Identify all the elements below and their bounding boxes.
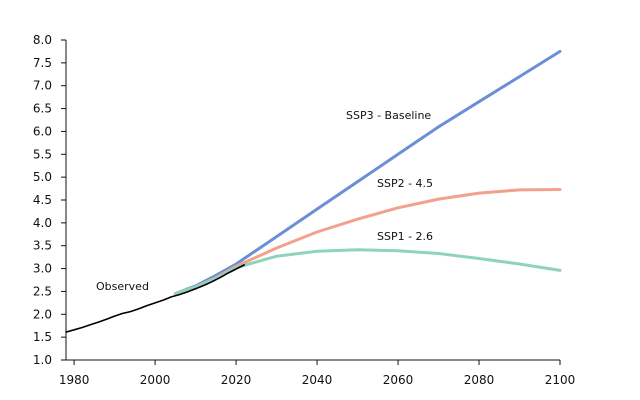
x-tick-label: 2060 bbox=[383, 373, 414, 387]
y-tick-label: 7.0 bbox=[33, 79, 52, 93]
chart-series bbox=[65, 49, 562, 333]
chart-axes: 1.0 1.5 2.0 2.5 3.0 3.5 4.0 4.5 5.0 5.5 6.0 6.5 7.0 7… bbox=[33, 33, 575, 387]
x-tick-label: 2040 bbox=[302, 373, 333, 387]
y-tick-label: 4.5 bbox=[33, 193, 52, 207]
y-tick-label: 4.0 bbox=[33, 216, 52, 230]
y-tick-label: 2.5 bbox=[33, 284, 52, 298]
x-tick-label: 1980 bbox=[59, 373, 90, 387]
y-tick-label: 8.0 bbox=[33, 33, 52, 47]
x-tick-label: 2100 bbox=[545, 373, 576, 387]
series-line-ssp2-4-5 bbox=[173, 188, 562, 296]
x-tick-label: 2000 bbox=[140, 373, 171, 387]
y-tick-label: 6.5 bbox=[33, 102, 52, 116]
y-tick-label: 1.5 bbox=[33, 330, 52, 344]
chart-annotations: SSP3 - Baseline SSP2 - 4.5 SSP1 - 2.6 Obser… bbox=[96, 109, 433, 293]
y-tick-label: 2.0 bbox=[33, 307, 52, 321]
y-tick-label: 7.5 bbox=[33, 56, 52, 70]
annotation-ssp3-baseline: SSP3 - Baseline bbox=[346, 109, 431, 122]
series-line-ssp3-baseline bbox=[173, 49, 562, 296]
y-tick-label: 3.0 bbox=[33, 262, 52, 276]
y-tick-label: 3.5 bbox=[33, 239, 52, 253]
x-tick-label: 2080 bbox=[464, 373, 495, 387]
y-tick-label: 5.5 bbox=[33, 147, 52, 161]
annotation-observed: Observed bbox=[96, 280, 149, 293]
y-tick-label: 5.0 bbox=[33, 170, 52, 184]
y-tick-label: 6.0 bbox=[33, 124, 52, 138]
series-line-observed bbox=[65, 264, 245, 333]
series-line-ssp1-2-6 bbox=[173, 248, 562, 296]
x-tick-label: 2020 bbox=[221, 373, 252, 387]
annotation-ssp1-2-6: SSP1 - 2.6 bbox=[377, 230, 433, 243]
y-tick-label: 1.0 bbox=[33, 353, 52, 367]
annotation-ssp2-4-5: SSP2 - 4.5 bbox=[377, 177, 433, 190]
